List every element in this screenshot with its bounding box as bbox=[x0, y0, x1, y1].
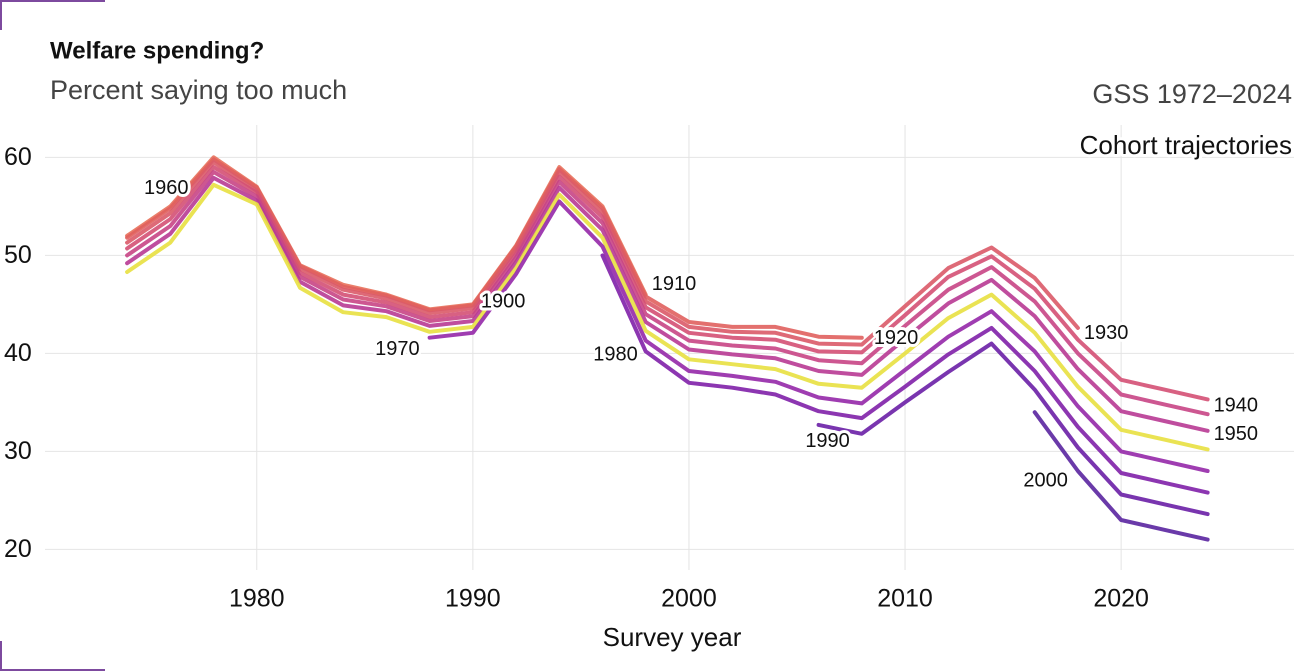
cohort-line bbox=[1032, 410, 1210, 542]
annotation: Cohort trajectories bbox=[1080, 130, 1292, 160]
legend-label: 1930 bbox=[1084, 322, 1129, 344]
cohort-line bbox=[125, 165, 1210, 402]
legend-label: 1990 bbox=[805, 430, 850, 452]
corner-mark bbox=[0, 641, 105, 671]
cohort-line bbox=[816, 341, 1210, 517]
legend-label: 1980 bbox=[593, 344, 638, 366]
x-tick-label: 2010 bbox=[877, 585, 933, 613]
cohort-line bbox=[125, 175, 1210, 433]
legend-label: 1900 bbox=[481, 291, 526, 313]
cohort-line bbox=[600, 253, 1210, 495]
x-tick-label: 2020 bbox=[1093, 585, 1149, 613]
legend-label: 1910 bbox=[652, 273, 697, 295]
y-tick-label: 20 bbox=[4, 535, 32, 563]
legend-label: 1920 bbox=[874, 327, 919, 349]
y-tick-label: 40 bbox=[4, 339, 32, 367]
y-tick-label: 50 bbox=[4, 241, 32, 269]
y-tick-label: 60 bbox=[4, 143, 32, 171]
lines bbox=[125, 155, 1210, 542]
chart-subtitle: Percent saying too much bbox=[50, 75, 347, 105]
legend-label: 1950 bbox=[1214, 423, 1259, 445]
cohort-line bbox=[125, 182, 1210, 452]
grid: 20 30 40 50 60 1980 1990 2000 2010 2020 bbox=[4, 125, 1294, 613]
cohort-line bbox=[125, 170, 1210, 417]
legend-label: 1970 bbox=[375, 338, 420, 360]
source: GSS 1972–2024 bbox=[1092, 79, 1292, 109]
legend-label: 2000 bbox=[1023, 469, 1068, 491]
labels: 1900 1910 1920 1930 1940 1950 1960 1970 1980 1990… bbox=[141, 174, 1261, 494]
cohort-line bbox=[125, 160, 1080, 347]
cohort-line bbox=[427, 199, 1210, 473]
corner-mark bbox=[0, 0, 105, 30]
y-tick-label: 30 bbox=[4, 437, 32, 465]
legend-label: 1940 bbox=[1214, 394, 1259, 416]
x-tick-label: 1980 bbox=[229, 585, 285, 613]
x-tick-label: 1990 bbox=[445, 585, 501, 613]
x-axis-label: Survey year bbox=[603, 622, 742, 652]
legend-label: 1960 bbox=[144, 177, 189, 199]
chart-title: Welfare spending? bbox=[50, 37, 264, 64]
x-tick-label: 2000 bbox=[661, 585, 717, 613]
